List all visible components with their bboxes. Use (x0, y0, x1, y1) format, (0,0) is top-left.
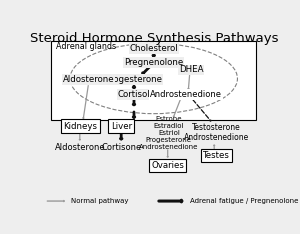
Text: Adrenal glands: Adrenal glands (56, 43, 116, 51)
Text: Testes: Testes (203, 151, 230, 160)
Text: Adrenal fatigue / Pregnenolone steal: Adrenal fatigue / Pregnenolone steal (190, 198, 300, 204)
Text: Kidneys: Kidneys (64, 122, 98, 131)
Text: Testosterone
Androstenedione: Testosterone Androstenedione (184, 123, 249, 142)
Text: Steroid Hormone Synthesis Pathways: Steroid Hormone Synthesis Pathways (29, 32, 278, 45)
Text: Aldosterone: Aldosterone (55, 143, 106, 152)
Text: Cortisone: Cortisone (101, 143, 141, 152)
Text: Aldosterone: Aldosterone (63, 75, 115, 84)
Text: Pregnenolone: Pregnenolone (124, 58, 183, 67)
Text: DHEA: DHEA (179, 65, 203, 74)
FancyBboxPatch shape (52, 41, 256, 120)
Text: Liver: Liver (111, 122, 132, 131)
Text: Estrone
Estradiol
Estriol
Progesterone
Androstenedione: Estrone Estradiol Estriol Progesterone A… (139, 117, 199, 150)
Text: Progesterone: Progesterone (106, 75, 163, 84)
Text: Androstenedione: Androstenedione (150, 90, 222, 99)
Text: Ovaries: Ovaries (151, 161, 184, 170)
Text: Cholesterol: Cholesterol (129, 44, 178, 53)
Text: Normal pathway: Normal pathway (71, 198, 129, 204)
Text: Cortisol: Cortisol (118, 90, 150, 99)
